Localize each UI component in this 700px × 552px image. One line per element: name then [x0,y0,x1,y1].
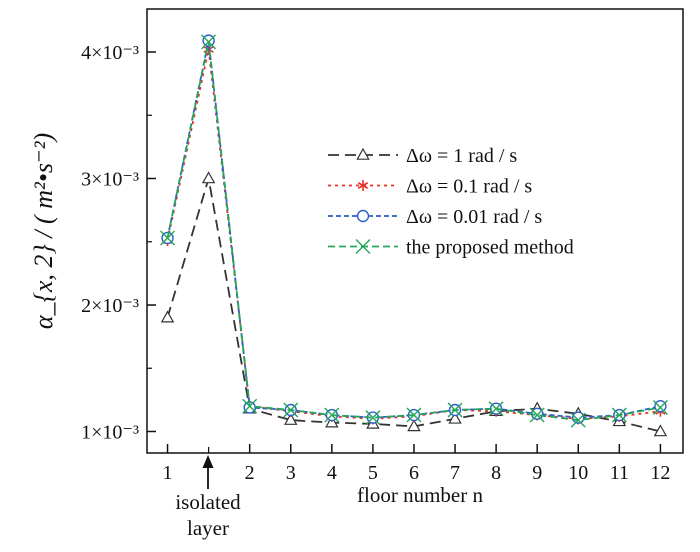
x-marker [570,412,586,428]
legend-entry: the proposed method [328,237,574,259]
legend-label: Δω = 0.1 rad / s [406,176,532,198]
circle-marker [654,399,667,413]
legend-label: the proposed method [406,237,574,259]
triangle-marker [653,424,668,437]
legend-entry: Δω = 1 rad / s [328,145,517,167]
triangle-marker [356,147,370,160]
y-tick-label: 3×10⁻³ [81,169,139,191]
x-tick-label: 2 [245,462,255,484]
x-tick-label: 4 [327,462,337,484]
x-marker [488,401,504,417]
x-tick-label: 8 [491,462,501,484]
legend-label: Δω = 0.01 rad / s [406,206,542,228]
annotation-arrowhead-icon [202,455,214,468]
y-tick-label: 4×10⁻³ [81,42,139,64]
x-marker [201,34,217,50]
x-marker [160,230,176,246]
legend-entry: Δω = 0.1 rad / s [328,176,532,198]
annotation-text-line1: isolated [175,490,241,514]
x-tick-label: 3 [286,462,296,484]
triangle-marker [284,412,298,425]
y-axis-ticks: 1×10⁻³ 2×10⁻³ 3×10⁻³ 4×10⁻³ [81,42,156,443]
series [162,43,666,425]
x-marker [447,402,463,418]
series-layer [160,34,668,437]
isolated-layer-annotation: isolated layer [175,455,241,540]
y-tick-label: 2×10⁻³ [81,295,139,317]
asterisk-marker [357,180,369,191]
x-tick-label: 5 [368,462,378,484]
x-tick-label: 12 [650,462,670,484]
x-tick-label: 7 [450,462,460,484]
x-tick-label: 1 [163,462,173,484]
triangle-marker [160,310,175,323]
triangle-marker [201,171,216,184]
legend: Δω = 1 rad / s Δω = 0.1 rad / s Δω = 0.01 … [328,145,574,259]
x-marker [611,407,627,423]
x-axis-label: floor number n [357,483,483,507]
x-tick-label: 11 [610,462,629,484]
x-tick-label: 10 [568,462,588,484]
x-tick-label: 6 [409,462,419,484]
x-marker [283,402,299,418]
series [161,34,667,424]
x-marker [365,410,381,426]
legend-label: Δω = 1 rad / s [406,145,517,167]
x-marker [355,239,371,254]
circle-marker [572,411,585,424]
legend-entry: Δω = 0.01 rad / s [328,206,542,228]
x-marker [324,407,340,423]
annotation-text-line2: layer [187,516,229,540]
y-tick-label: 1×10⁻³ [81,421,139,443]
y-axis-label: α_{x, 2} / ( m²•s⁻²) [29,133,58,329]
triangle-marker [407,419,421,432]
plot-frame [146,8,684,454]
x-tick-label: 9 [532,462,542,484]
triangle-marker [448,411,462,424]
x-marker [242,398,258,414]
x-marker [529,407,545,423]
x-marker [652,399,668,415]
x-axis-ticks: 1 2 3 4 5 6 7 8 9 10 11 12 [163,444,670,484]
circle-marker [356,209,370,223]
x-marker [406,407,422,423]
series [160,34,668,428]
